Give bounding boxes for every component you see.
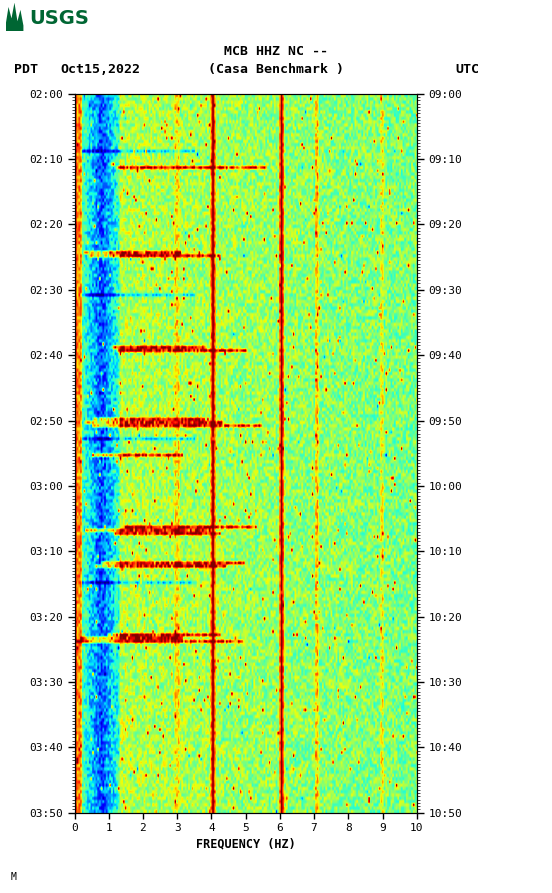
- Text: Oct15,2022: Oct15,2022: [61, 63, 141, 76]
- Text: (Casa Benchmark ): (Casa Benchmark ): [208, 63, 344, 76]
- Text: M: M: [11, 872, 17, 882]
- Text: UTC: UTC: [455, 63, 479, 76]
- Text: PDT: PDT: [14, 63, 38, 76]
- Text: USGS: USGS: [29, 9, 89, 28]
- Text: MCB HHZ NC --: MCB HHZ NC --: [224, 46, 328, 58]
- PathPatch shape: [6, 3, 23, 31]
- X-axis label: FREQUENCY (HZ): FREQUENCY (HZ): [196, 838, 295, 850]
